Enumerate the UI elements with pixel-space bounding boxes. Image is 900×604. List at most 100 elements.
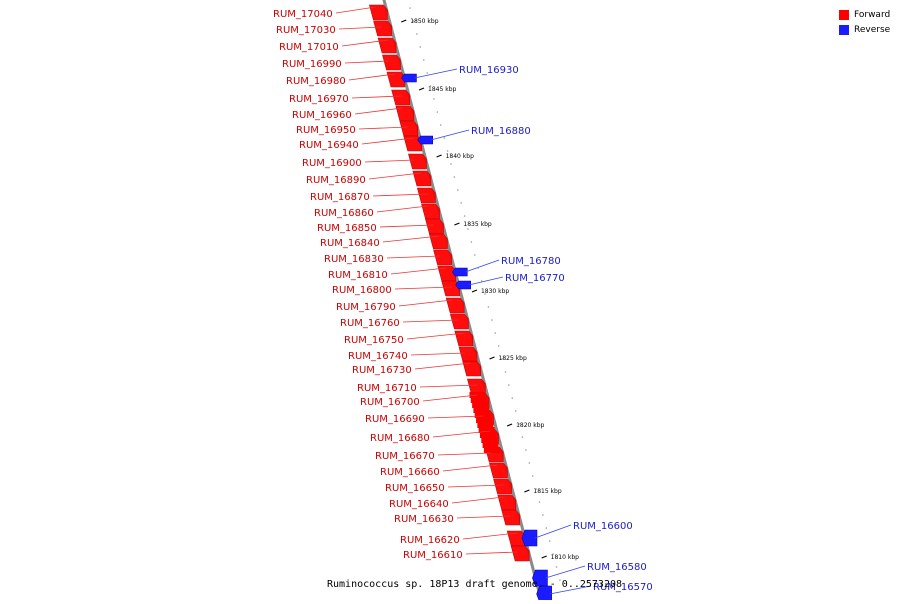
forward-gene-feature[interactable] — [510, 545, 530, 562]
forward-gene-feature[interactable] — [373, 20, 392, 37]
axis-tick-label: 1850 kbp — [410, 18, 438, 25]
reverse-gene-leader — [414, 68, 458, 79]
forward-gene-feature[interactable] — [425, 218, 444, 235]
forward-gene-label[interactable]: RUM_16750 — [344, 335, 404, 346]
forward-gene-feature[interactable] — [399, 120, 419, 137]
forward-gene-label[interactable]: RUM_17040 — [273, 9, 333, 20]
axis-tick-label: 1815 kbp — [533, 488, 561, 495]
forward-gene-label[interactable]: RUM_16830 — [324, 254, 384, 265]
forward-gene-label[interactable]: RUM_16810 — [328, 270, 388, 281]
forward-gene-feature[interactable] — [433, 249, 452, 266]
reverse-gene-feature[interactable] — [521, 529, 538, 547]
forward-gene-feature[interactable] — [470, 397, 487, 403]
forward-gene-leader — [376, 205, 428, 213]
forward-gene-feature[interactable] — [469, 392, 486, 398]
forward-gene-feature[interactable] — [441, 280, 461, 297]
genome-axis-line — [382, 0, 544, 604]
forward-gene-feature[interactable] — [493, 478, 512, 495]
forward-gene-label[interactable]: RUM_16870 — [310, 192, 370, 203]
reverse-gene-label[interactable]: RUM_16880 — [471, 126, 531, 137]
forward-gene-label[interactable]: RUM_16970 — [289, 94, 349, 105]
forward-gene-feature[interactable] — [382, 54, 401, 71]
forward-gene-feature[interactable] — [377, 37, 397, 54]
forward-gene-feature[interactable] — [481, 437, 498, 443]
forward-gene-leader — [379, 224, 434, 228]
reverse-gene-feature[interactable] — [401, 73, 417, 83]
forward-gene-feature[interactable] — [391, 89, 410, 106]
reverse-gene-feature[interactable] — [455, 280, 471, 290]
forward-gene-feature[interactable] — [501, 509, 521, 526]
forward-gene-label[interactable]: RUM_16620 — [400, 535, 460, 546]
forward-gene-label[interactable]: RUM_17010 — [279, 42, 339, 53]
forward-gene-feature[interactable] — [467, 378, 486, 395]
forward-gene-label[interactable]: RUM_16940 — [299, 140, 359, 151]
forward-gene-leader — [382, 235, 440, 243]
forward-gene-label[interactable]: RUM_16690 — [365, 414, 425, 425]
forward-gene-feature[interactable] — [497, 494, 517, 511]
forward-gene-feature[interactable] — [458, 346, 478, 363]
forward-gene-feature[interactable] — [479, 432, 496, 438]
forward-gene-feature[interactable] — [416, 187, 436, 204]
forward-gene-leader — [437, 452, 492, 456]
reverse-gene-leader — [468, 276, 504, 286]
forward-gene-label[interactable]: RUM_16730 — [352, 365, 412, 376]
forward-gene-label[interactable]: RUM_16630 — [394, 514, 454, 525]
minor-tick-dot — [525, 449, 527, 451]
forward-gene-label[interactable]: RUM_16960 — [292, 110, 352, 121]
forward-gene-label[interactable]: RUM_16760 — [340, 318, 400, 329]
forward-gene-feature[interactable] — [408, 153, 427, 170]
forward-gene-label[interactable]: RUM_16840 — [320, 238, 380, 249]
forward-gene-label[interactable]: RUM_16860 — [314, 208, 374, 219]
forward-gene-label[interactable]: RUM_16890 — [306, 175, 366, 186]
reverse-gene-label[interactable]: RUM_16770 — [505, 273, 565, 284]
forward-gene-label[interactable]: RUM_16610 — [403, 550, 463, 561]
forward-gene-feature[interactable] — [478, 427, 495, 433]
forward-gene-feature[interactable] — [412, 170, 432, 187]
forward-gene-label[interactable]: RUM_16790 — [336, 302, 396, 313]
forward-gene-feature[interactable] — [369, 4, 388, 21]
forward-gene-label[interactable]: RUM_16650 — [385, 483, 445, 494]
forward-gene-label[interactable]: RUM_16980 — [286, 76, 346, 87]
forward-gene-label[interactable]: RUM_16850 — [317, 223, 377, 234]
forward-gene-feature[interactable] — [472, 402, 489, 408]
forward-gene-feature[interactable] — [483, 447, 500, 453]
forward-gene-label[interactable]: RUM_16990 — [282, 59, 342, 70]
forward-gene-feature[interactable] — [476, 417, 493, 423]
reverse-gene-label[interactable]: RUM_16580 — [587, 562, 647, 573]
forward-gene-feature[interactable] — [449, 313, 469, 330]
forward-gene-label[interactable]: RUM_16740 — [348, 351, 408, 362]
forward-gene-label[interactable]: RUM_16950 — [296, 125, 356, 136]
forward-gene-label[interactable]: RUM_16700 — [360, 397, 420, 408]
forward-gene-feature[interactable] — [429, 233, 448, 250]
forward-gene-feature[interactable] — [489, 462, 508, 479]
reverse-gene-label[interactable]: RUM_16570 — [593, 582, 653, 593]
forward-gene-feature[interactable] — [445, 297, 465, 314]
axis-tick-mark — [489, 356, 495, 360]
forward-gene-label[interactable]: RUM_16670 — [375, 451, 435, 462]
reverse-gene-feature[interactable] — [451, 267, 468, 277]
forward-gene-feature[interactable] — [421, 203, 440, 220]
reverse-gene-leader — [430, 129, 470, 141]
forward-gene-feature[interactable] — [395, 105, 415, 122]
forward-gene-feature[interactable] — [482, 442, 499, 448]
reverse-gene-label[interactable]: RUM_16780 — [501, 256, 561, 267]
forward-gene-feature[interactable] — [462, 360, 481, 377]
forward-gene-label[interactable]: RUM_16660 — [380, 467, 440, 478]
reverse-gene-feature[interactable] — [417, 135, 433, 145]
forward-gene-label[interactable]: RUM_16900 — [302, 158, 362, 169]
minor-tick-dot — [412, 20, 415, 22]
forward-gene-label[interactable]: RUM_16640 — [389, 499, 449, 510]
forward-gene-feature[interactable] — [473, 407, 490, 413]
reverse-gene-label[interactable]: RUM_16930 — [459, 65, 519, 76]
forward-gene-feature[interactable] — [454, 330, 474, 347]
forward-gene-leader — [335, 6, 376, 14]
forward-gene-feature[interactable] — [474, 412, 491, 418]
forward-gene-feature[interactable] — [403, 135, 423, 152]
forward-gene-label[interactable]: RUM_16800 — [332, 285, 392, 296]
forward-gene-label[interactable]: RUM_16710 — [357, 383, 417, 394]
forward-gene-label[interactable]: RUM_16680 — [370, 433, 430, 444]
reverse-gene-label[interactable]: RUM_16600 — [573, 521, 633, 532]
forward-gene-feature[interactable] — [477, 422, 494, 428]
forward-gene-label[interactable]: RUM_17030 — [276, 25, 336, 36]
forward-gene-leader — [338, 26, 382, 30]
